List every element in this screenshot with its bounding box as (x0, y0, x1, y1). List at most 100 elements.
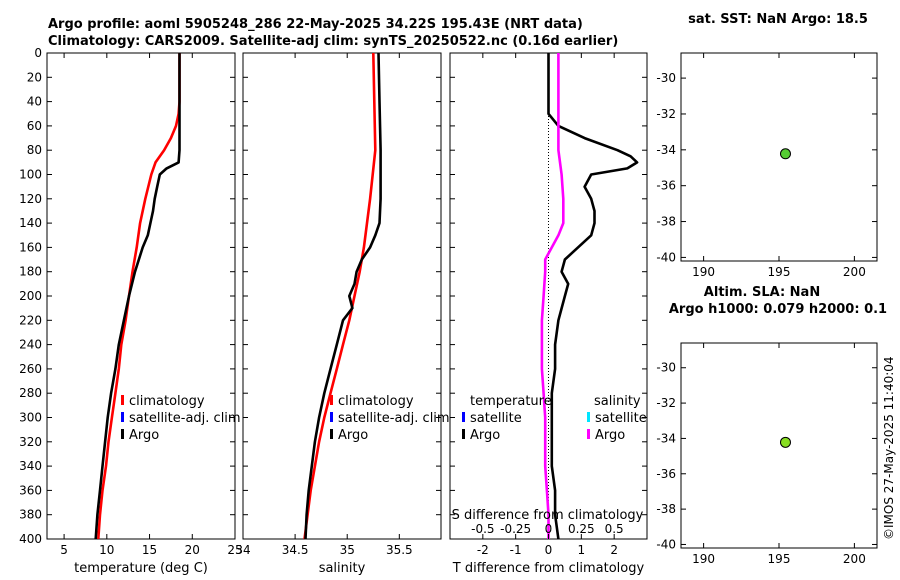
sst_map-title: sat. SST: NaN Argo: 18.5 (688, 12, 868, 27)
differences-series-temperature-argo (547, 53, 639, 540)
credit-text: ©IMOS 27-May-2025 11:40:04 (882, 356, 896, 540)
y-tick-label: -36 (656, 179, 676, 193)
diff-t-legend-0-label: satellite (470, 411, 522, 426)
diff-s-legend-0-label: satellite (595, 411, 647, 426)
y-tick-label: 400 (19, 532, 42, 546)
salinity-series-climatology (303, 52, 377, 540)
temperature-legend-2-swatch (121, 429, 124, 439)
y-tick-label: 60 (27, 119, 42, 133)
temperature-axes (46, 52, 236, 540)
y-tick-label: 280 (19, 386, 42, 400)
temperature-series-climatology (97, 53, 181, 540)
temperature-legend-2-label: Argo (129, 428, 159, 443)
y-tick-label: 240 (19, 338, 42, 352)
x-tick-label: -2 (477, 543, 489, 557)
x-tick-label: 200 (843, 552, 866, 566)
sst_map-axes (680, 52, 878, 262)
y-tick-label: 300 (19, 411, 42, 425)
diff-s-legend-0-swatch (587, 412, 590, 422)
sla_map-title-line1: Altim. SLA: NaN (704, 285, 820, 300)
y-tick-label: -40 (656, 537, 676, 551)
x-tick-label: 10 (99, 543, 114, 557)
salinity-legend-title: salinity (594, 394, 641, 409)
x-tick-label: 34.5 (282, 543, 309, 557)
x-tick-label: 35.5 (386, 543, 413, 557)
y-tick-label: -34 (656, 431, 676, 445)
y-tick-label: -38 (656, 502, 676, 516)
y-tick-label: 20 (27, 70, 42, 84)
y-tick-label: -40 (656, 250, 676, 264)
salinity-legend-0-swatch (330, 395, 333, 405)
salinity-legend-0-label: climatology (338, 394, 414, 409)
x-tick-label: 195 (768, 265, 791, 279)
y-tick-label: -30 (656, 361, 676, 375)
sla_map-axes (680, 342, 878, 549)
differences-series-salinity-argo (540, 53, 565, 539)
temperature-legend-1-swatch (121, 412, 124, 422)
salinity-legend-1-swatch (330, 412, 333, 422)
salinity-series-argo (304, 52, 382, 540)
temperature-legend-title: temperature (470, 394, 552, 409)
diff-t-legend-1-swatch (462, 429, 465, 439)
y-tick-label: 40 (27, 95, 42, 109)
x-tick-label: -1 (510, 543, 522, 557)
temperature-legend-1-label: satellite-adj. clim (129, 411, 241, 426)
title-line-2: Climatology: CARS2009. Satellite-adj cli… (48, 34, 618, 49)
x-tick-label: 25 (227, 543, 242, 557)
temperature-legend-0-label: climatology (129, 394, 205, 409)
x-tick-label: 5 (60, 543, 68, 557)
y-tick-label: -38 (656, 215, 676, 229)
temperature-xlabel: temperature (deg C) (74, 561, 208, 576)
salinity-legend-2-label: Argo (338, 428, 368, 443)
y-tick-label: -30 (656, 71, 676, 85)
y-tick-label: -34 (656, 143, 676, 157)
temperature-legend-0-swatch (121, 395, 124, 405)
top-x-tick-label: 0.5 (605, 522, 624, 536)
y-tick-label: 80 (27, 143, 42, 157)
diff-t-legend-0-swatch (462, 412, 465, 422)
y-tick-label: -32 (656, 107, 676, 121)
y-tick-label: 120 (19, 192, 42, 206)
diff-s-legend-1-swatch (587, 429, 590, 439)
diff-s-legend-1-label: Argo (595, 428, 625, 443)
top-x-tick-label: 0.25 (568, 522, 595, 536)
top-x-tick-label: -0.5 (471, 522, 494, 536)
x-tick-label: 0 (545, 543, 553, 557)
y-tick-label: 380 (19, 508, 42, 522)
diff-t-legend-1-label: Argo (470, 428, 500, 443)
y-tick-label: 360 (19, 483, 42, 497)
x-tick-label: 20 (185, 543, 200, 557)
x-tick-label: 34 (235, 543, 250, 557)
x-tick-label: 35 (340, 543, 355, 557)
y-tick-label: 200 (19, 289, 42, 303)
x-tick-label: 195 (768, 552, 791, 566)
y-tick-label: -32 (656, 396, 676, 410)
salinity-xlabel: salinity (319, 561, 366, 576)
x-tick-label: 190 (692, 265, 715, 279)
y-tick-label: 100 (19, 168, 42, 182)
sst_map-argo-marker (779, 148, 791, 160)
x-tick-label: 2 (610, 543, 618, 557)
title-line-1: Argo profile: aoml 5905248_286 22-May-20… (48, 17, 583, 32)
sla_map-argo-marker (779, 436, 791, 448)
salinity-axes (242, 52, 442, 540)
y-tick-label: 180 (19, 265, 42, 279)
salinity-legend-1-label: satellite-adj. clim (338, 411, 450, 426)
top-x-tick-label: -0.25 (500, 522, 531, 536)
y-tick-label: 260 (19, 362, 42, 376)
y-tick-label: 0 (34, 46, 42, 60)
differences-top-xlabel: S difference from climatology (452, 508, 644, 523)
sla_map-title-line2: Argo h1000: 0.079 h2000: 0.1 (669, 302, 887, 317)
salinity-legend-2-swatch (330, 429, 333, 439)
y-tick-label: 320 (19, 435, 42, 449)
y-tick-label: 140 (19, 216, 42, 230)
x-tick-label: 200 (843, 265, 866, 279)
top-x-tick-label: 0 (545, 522, 553, 536)
x-tick-label: 190 (692, 552, 715, 566)
temperature-series-argo (94, 53, 181, 540)
y-tick-label: 220 (19, 313, 42, 327)
y-tick-label: -36 (656, 467, 676, 481)
y-tick-label: 160 (19, 240, 42, 254)
y-tick-label: 340 (19, 459, 42, 473)
